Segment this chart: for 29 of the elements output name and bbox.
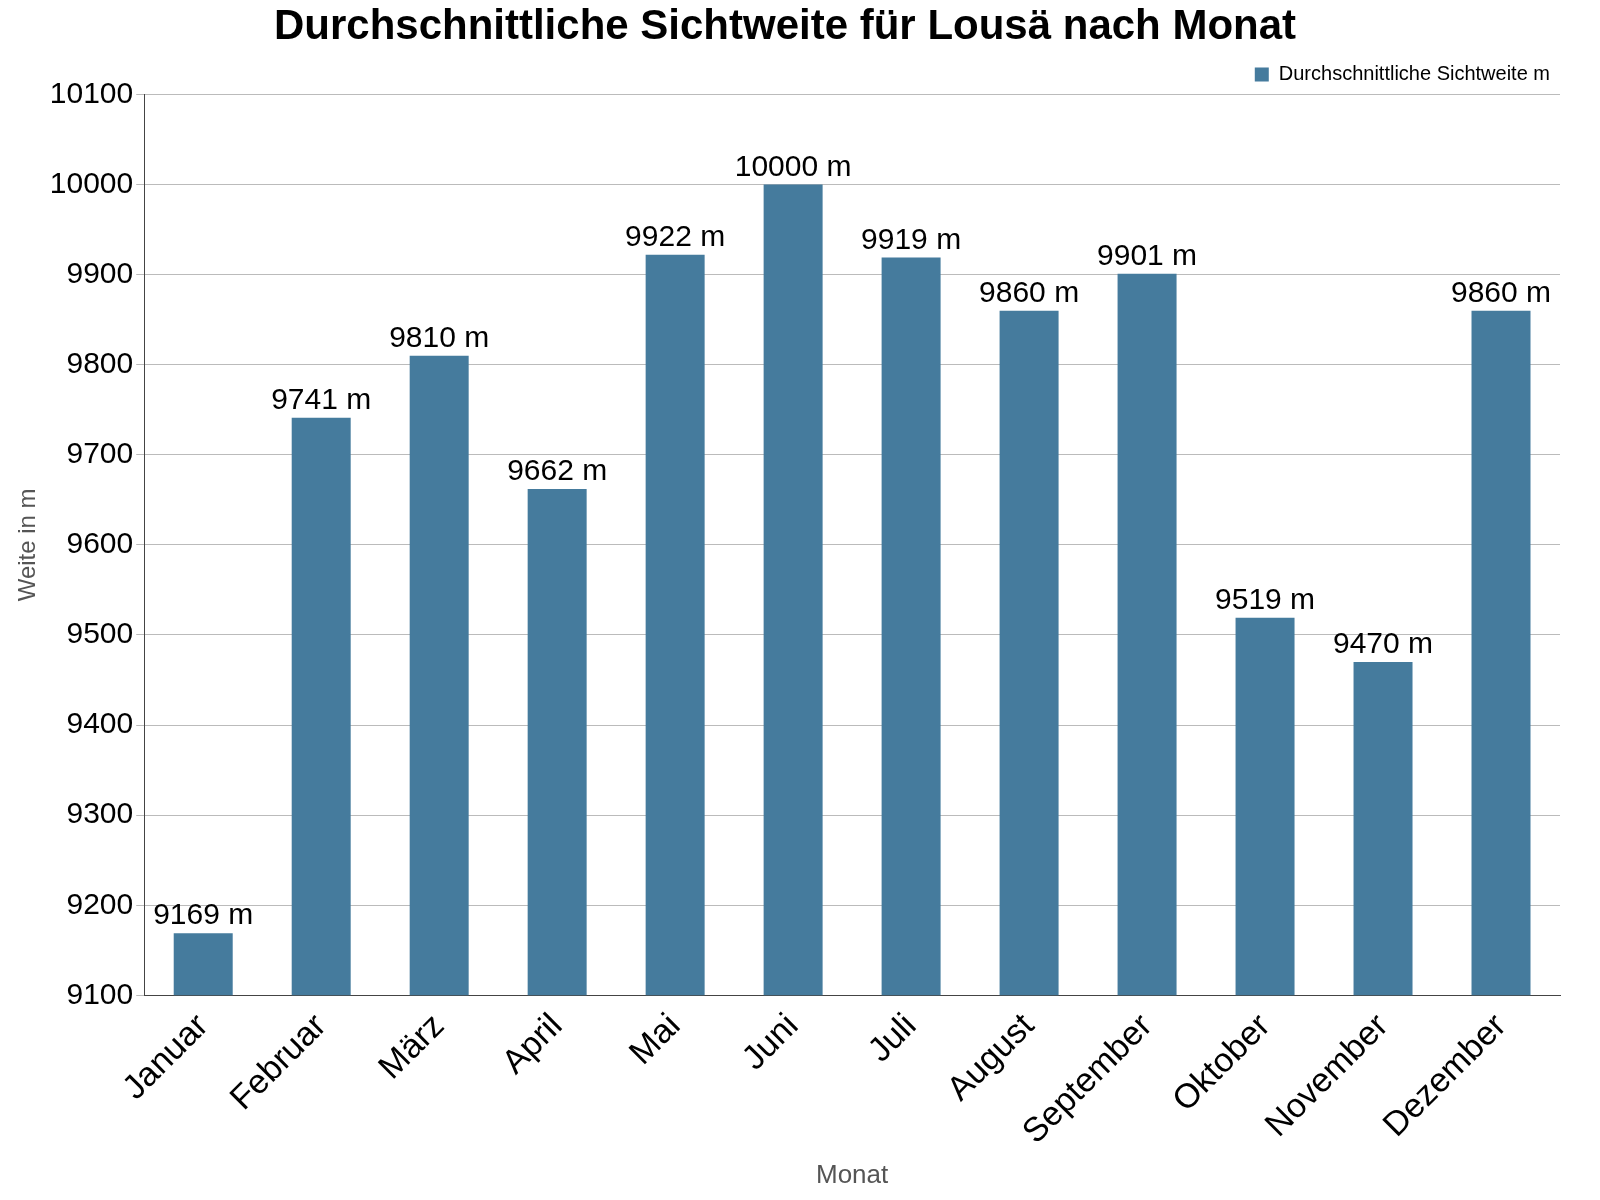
y-tick-label: 10000 xyxy=(49,165,134,199)
data-label: 9860 m xyxy=(1450,274,1552,308)
x-tick-label: Mai xyxy=(621,1005,687,1072)
data-label: 9860 m xyxy=(979,274,1080,308)
data-label: 9922 m xyxy=(625,219,726,253)
legend-label: Durchschnittliche Sichtweite m xyxy=(1278,61,1551,84)
y-tick-label: 9200 xyxy=(66,886,134,920)
y-tick-label: 9800 xyxy=(66,345,134,379)
data-label: 9901 m xyxy=(1097,237,1198,271)
data-label: 9169 m xyxy=(153,897,254,931)
data-label: 9662 m xyxy=(507,453,608,487)
data-label: 10000 m xyxy=(734,148,852,182)
x-tick-label: Juli xyxy=(859,1005,923,1069)
y-tick-label: 9900 xyxy=(66,255,134,289)
data-label: 9919 m xyxy=(861,221,962,255)
y-tick-label: 9400 xyxy=(66,706,134,740)
data-label: 9519 m xyxy=(1215,582,1316,616)
x-axis-title: Monat xyxy=(815,1158,890,1189)
y-tick-label: 9600 xyxy=(66,526,134,560)
data-label: 9810 m xyxy=(389,319,490,353)
y-axis-title: Weite in m xyxy=(13,488,41,602)
chart-title: Durchschnittliche Sichtweite für Lousä nach Monat xyxy=(273,0,1297,48)
y-tick-label: 9100 xyxy=(66,976,134,1010)
y-tick-label: 9700 xyxy=(66,436,134,470)
data-label: 9470 m xyxy=(1332,626,1434,660)
y-tick-label: 9500 xyxy=(66,616,134,650)
y-tick-label: 9300 xyxy=(66,796,134,830)
data-label: 9741 m xyxy=(271,382,372,416)
y-tick-label: 10100 xyxy=(49,75,134,109)
